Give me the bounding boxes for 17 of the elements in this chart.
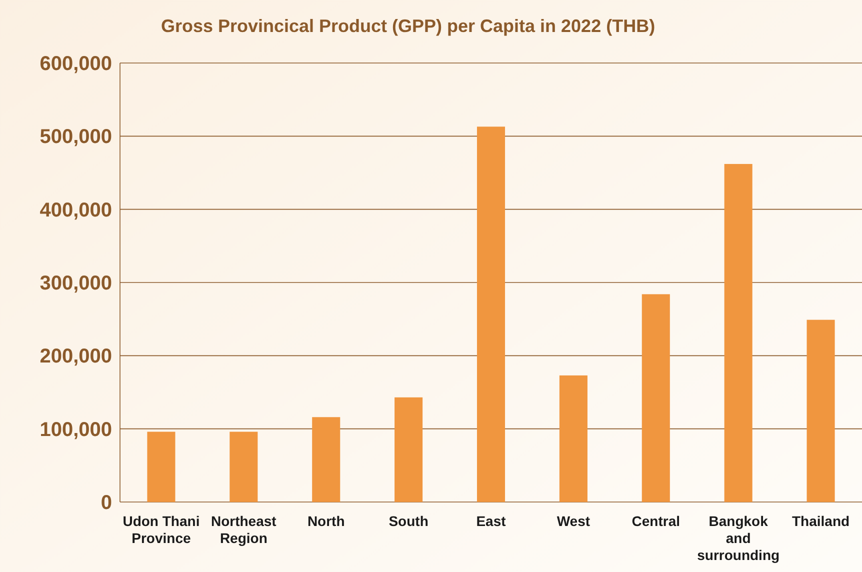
x-tick-label: Thailand	[792, 513, 850, 529]
y-tick-label: 200,000	[40, 346, 112, 368]
x-tick-label: South	[388, 513, 428, 529]
y-tick-label: 0	[100, 492, 112, 514]
x-tick-label: Central	[632, 513, 680, 529]
x-tick-label: Northeast Region	[210, 513, 277, 546]
y-tick-label: 100,000	[40, 418, 112, 441]
y-tick-label: 300,000	[40, 272, 112, 294]
x-tick-label: Bangkok and surrounding	[697, 513, 780, 563]
x-tick-label: North	[307, 513, 345, 529]
y-tick-label: 500,000	[40, 126, 112, 148]
chart-title: Gross Provincical Product (GPP) per Capita in 2022 (THB)	[160, 16, 656, 36]
x-tick-label: East	[476, 513, 506, 529]
y-tick-label: 600,000	[40, 53, 112, 75]
y-tick-label: 400,000	[40, 199, 112, 222]
x-tick-label: Udon Thani Province	[122, 513, 200, 546]
x-tick-label: West	[556, 513, 590, 529]
